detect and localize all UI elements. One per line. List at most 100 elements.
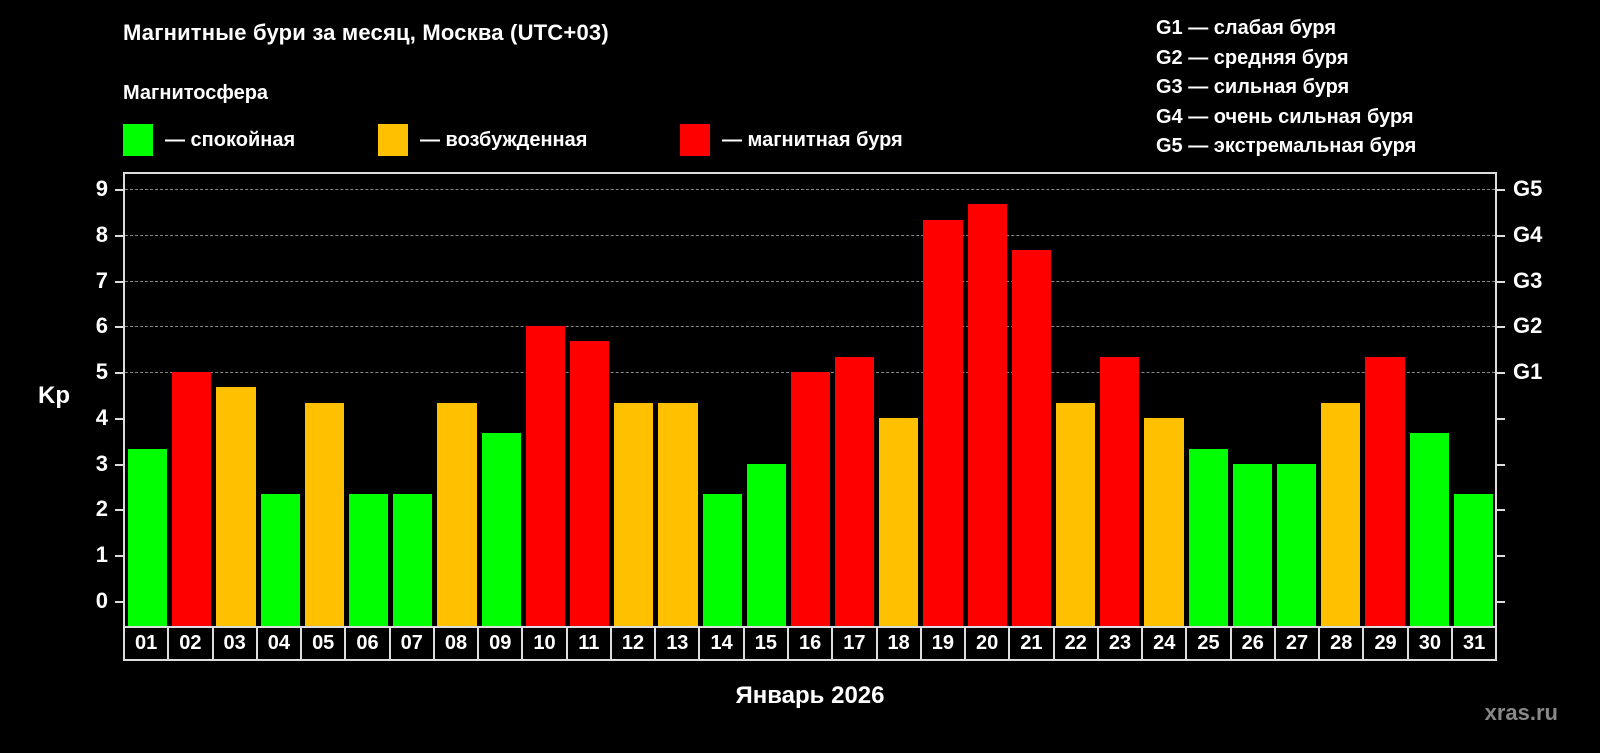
grid-line xyxy=(125,280,1495,282)
y-tick-mark xyxy=(115,234,123,237)
y-tick-label: 5 xyxy=(95,359,108,385)
legend-item-storm: — магнитная буря xyxy=(680,124,903,156)
x-tick-label: 21 xyxy=(1010,628,1055,659)
g-tick-label: G3 xyxy=(1513,267,1543,293)
legend: — спокойная — возбужденная — магнитная б… xyxy=(123,124,1023,156)
y-tick-mark xyxy=(115,509,123,512)
y-tick-mark xyxy=(115,555,123,558)
right-tick-mark xyxy=(1497,509,1505,512)
x-tick-label: 05 xyxy=(302,628,347,659)
x-tick-label: 08 xyxy=(435,628,480,659)
x-tick-label: 09 xyxy=(479,628,524,659)
g-tick-label: G2 xyxy=(1513,313,1543,339)
legend-item-calm: — спокойная xyxy=(123,124,295,156)
x-tick-label: 03 xyxy=(214,628,258,659)
calm-swatch-icon xyxy=(123,124,153,156)
y-tick-mark xyxy=(115,372,123,375)
legend-label: — спокойная xyxy=(165,128,296,151)
x-tick-label: 19 xyxy=(922,628,967,659)
bar-22 xyxy=(1056,402,1096,626)
storm-scale-g2: G2 — средняя буря xyxy=(1156,46,1349,69)
y-tick-mark xyxy=(115,601,123,603)
x-tick-label: 11 xyxy=(568,628,612,659)
watermark: xras.ru xyxy=(1484,700,1558,725)
x-tick-label: 17 xyxy=(833,628,878,659)
g-tick-label: G4 xyxy=(1513,221,1543,247)
x-tick-label: 25 xyxy=(1187,628,1232,659)
y-tick-label: 4 xyxy=(95,404,108,430)
legend-label: — магнитная буря xyxy=(722,128,903,151)
right-tick-mark xyxy=(1497,372,1505,375)
y-tick-mark xyxy=(115,463,123,466)
x-tick-label: 18 xyxy=(878,628,922,659)
x-tick-label: 23 xyxy=(1099,628,1144,659)
bar-01 xyxy=(128,448,168,626)
g-tick-label: G1 xyxy=(1513,359,1543,385)
excited-swatch-icon xyxy=(378,124,408,156)
bar-27 xyxy=(1277,463,1317,626)
x-tick-label: 31 xyxy=(1453,628,1498,659)
right-tick-mark xyxy=(1497,417,1505,420)
y-tick-label: 3 xyxy=(95,450,108,476)
grid-line xyxy=(125,234,1495,236)
bar-13 xyxy=(658,402,698,626)
bar-17 xyxy=(835,357,875,626)
right-tick-mark xyxy=(1497,555,1505,558)
x-tick-label: 30 xyxy=(1409,628,1453,659)
bar-31 xyxy=(1453,494,1493,626)
bar-10 xyxy=(525,326,565,626)
g-tick-label: G5 xyxy=(1513,176,1543,201)
x-tick-label: 07 xyxy=(391,628,435,659)
storm-scale-g3: G3 — сильная буря xyxy=(1156,76,1350,98)
chart-title: Магнитные бури за месяц, Москва (UTC+03) xyxy=(123,20,609,45)
right-tick-mark xyxy=(1497,189,1505,191)
x-tick-label: 12 xyxy=(612,628,657,659)
bar-04 xyxy=(260,494,300,626)
bar-07 xyxy=(393,494,433,626)
bar-03 xyxy=(216,387,256,626)
bar-05 xyxy=(304,402,344,626)
legend-title: Магнитосфера xyxy=(123,82,269,104)
storm-swatch-icon xyxy=(680,124,710,156)
y-axis-label: Kp xyxy=(38,382,70,409)
bar-30 xyxy=(1409,433,1449,626)
bar-11 xyxy=(569,341,610,626)
grid-line xyxy=(125,326,1495,328)
right-tick-mark xyxy=(1497,463,1505,466)
x-tick-label: 24 xyxy=(1143,628,1188,659)
y-tick-mark xyxy=(115,417,123,420)
bar-02 xyxy=(172,372,212,626)
bar-24 xyxy=(1144,417,1184,626)
bar-12 xyxy=(614,402,654,626)
bar-21 xyxy=(1011,249,1052,626)
y-tick-label: 1 xyxy=(95,542,108,568)
y-tick-label: 0 xyxy=(95,588,108,613)
y-tick-mark xyxy=(115,326,123,329)
y-tick-label: 8 xyxy=(95,221,108,247)
bar-29 xyxy=(1365,357,1405,626)
storm-scale-g1: G1 — слабая буря xyxy=(1156,17,1337,39)
legend-label: — возбужденная xyxy=(420,128,588,151)
right-tick-mark xyxy=(1497,601,1505,603)
bar-25 xyxy=(1188,448,1228,626)
x-tick-label: 02 xyxy=(169,628,214,659)
right-tick-mark xyxy=(1497,326,1505,329)
bar-08 xyxy=(437,402,477,626)
bar-18 xyxy=(879,417,919,626)
x-tick-label: 10 xyxy=(523,628,568,659)
x-tick-label: 06 xyxy=(346,628,391,659)
bar-14 xyxy=(702,494,742,626)
x-tick-label: 13 xyxy=(656,628,701,659)
y-tick-label: 9 xyxy=(95,176,108,201)
y-tick-label: 2 xyxy=(95,496,108,522)
x-tick-label: 20 xyxy=(966,628,1011,659)
bar-16 xyxy=(790,372,831,626)
bar-09 xyxy=(481,433,521,626)
storm-scale-g5: G5 — экстремальная буря xyxy=(1156,135,1417,157)
storm-scale-legend: G1 — слабая буря G2 — средняя буря G3 — … xyxy=(1156,14,1416,162)
grid-line xyxy=(125,189,1495,190)
bar-26 xyxy=(1232,463,1273,626)
plot-area xyxy=(123,172,1497,628)
x-tick-label: 28 xyxy=(1320,628,1365,659)
storm-scale-g4: G4 — очень сильная буря xyxy=(1156,105,1414,128)
